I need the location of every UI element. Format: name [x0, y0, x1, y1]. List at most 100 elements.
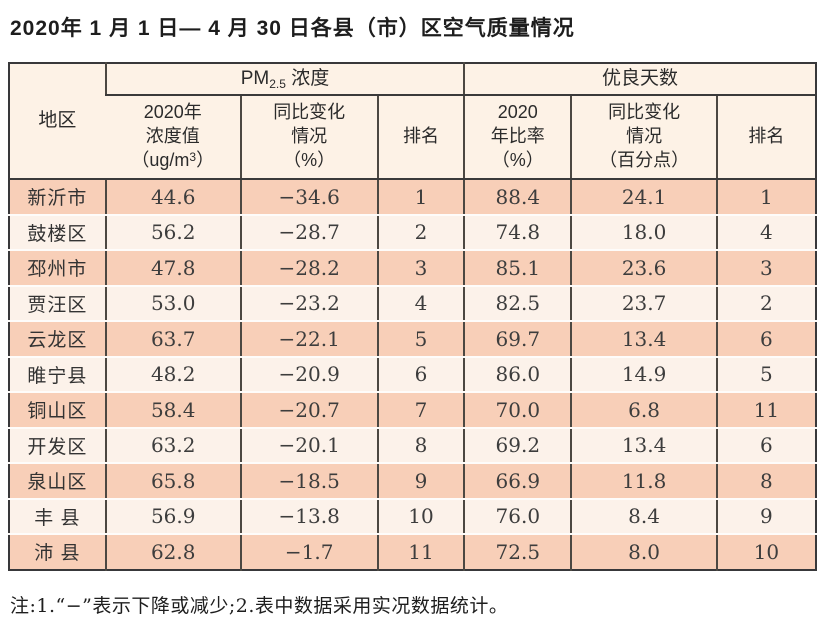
table-header: 地区 PM2.5 浓度 优良天数 2020年 浓度值 （ug/m3） 同比变化 …	[9, 63, 816, 180]
good-change-cell: 8.4	[570, 498, 717, 535]
pm25-cell: 63.2	[104, 427, 241, 464]
table-row: 丰 县 56.9 −13.8 10 76.0 8.4 9	[9, 498, 816, 535]
table-row: 沛 县 62.8 −1.7 11 72.5 8.0 10	[9, 534, 816, 570]
good-rate-cell: 86.0	[463, 356, 572, 393]
pm25-rank-cell: 4	[376, 285, 465, 322]
region-cell: 开发区	[9, 427, 106, 464]
good-rank-cell: 10	[715, 534, 816, 570]
table-row: 邳州市 47.8 −28.2 3 85.1 23.6 3	[9, 250, 816, 287]
table-row: 铜山区 58.4 −20.7 7 70.0 6.8 11	[9, 392, 816, 429]
pm25-change-cell: −13.8	[239, 498, 378, 535]
header-line: （%）	[491, 149, 544, 170]
good-change-cell: 13.4	[570, 427, 717, 464]
pm25-change-cell: −28.2	[239, 250, 378, 287]
pm25-change-cell: −1.7	[239, 534, 378, 570]
air-quality-table: 地区 PM2.5 浓度 优良天数 2020年 浓度值 （ug/m3） 同比变化 …	[8, 62, 817, 571]
good-rank-cell: 8	[715, 463, 816, 500]
header-line: 情况	[626, 126, 663, 147]
table-row: 云龙区 63.7 −22.1 5 69.7 13.4 6	[9, 321, 816, 358]
pm25-change-cell: −20.1	[239, 427, 378, 464]
good-rank-cell: 3	[715, 250, 816, 287]
pm25-cell: 65.8	[104, 463, 241, 500]
page-title: 2020年 1 月 1 日— 4 月 30 日各县（市）区空气质量情况	[10, 17, 575, 40]
pm25-cell: 53.0	[104, 285, 241, 322]
pm25-rank-cell: 7	[376, 392, 465, 429]
header-good-rank: 排名	[715, 95, 816, 180]
region-cell: 丰 县	[9, 498, 106, 535]
good-rank-cell: 6	[715, 321, 816, 358]
header-pm25-value: 2020年 浓度值 （ug/m3）	[105, 95, 241, 180]
good-rate-cell: 66.9	[463, 463, 572, 500]
good-change-cell: 6.8	[570, 392, 717, 429]
table-body: 新沂市 44.6 −34.6 1 88.4 24.1 1 鼓楼区 56.2 −28.7 2 74.8 1…	[9, 179, 816, 570]
pm25-label-suffix: 浓度	[285, 67, 330, 89]
pm25-cell: 44.6	[104, 179, 241, 216]
header-good-rate: 2020 年比率 （%）	[463, 95, 572, 180]
pm25-change-cell: −20.9	[239, 356, 378, 393]
header-group-good-days: 优良天数	[463, 63, 816, 96]
region-cell: 邳州市	[9, 250, 106, 287]
pm25-change-cell: −28.7	[239, 214, 378, 251]
header-line: 年比率	[490, 126, 545, 147]
header-good-change: 同比变化 情况 （百分点）	[570, 95, 717, 180]
header-line: （百分点）	[599, 149, 690, 170]
pm25-change-cell: −23.2	[239, 285, 378, 322]
header-line: 2020	[497, 102, 538, 123]
good-rank-cell: 5	[715, 356, 816, 393]
table-row: 鼓楼区 56.2 −28.7 2 74.8 18.0 4	[9, 214, 816, 251]
good-rate-cell: 72.5	[463, 534, 572, 570]
region-cell: 鼓楼区	[9, 214, 106, 251]
pm25-cell: 56.9	[104, 498, 241, 535]
header-line: 2020年	[143, 102, 202, 123]
header-group-pm25: PM2.5 浓度	[104, 63, 465, 96]
good-rank-cell: 2	[715, 285, 816, 322]
pm25-change-cell: −18.5	[239, 463, 378, 500]
good-change-cell: 8.0	[570, 534, 717, 570]
pm25-rank-cell: 11	[376, 534, 465, 570]
good-change-cell: 23.7	[570, 285, 717, 322]
pm25-rank-cell: 10	[376, 498, 465, 535]
header-line-unit: （ug/m3）	[108, 149, 238, 173]
good-rate-cell: 85.1	[463, 250, 572, 287]
region-cell: 铜山区	[9, 392, 106, 429]
good-change-cell: 11.8	[570, 463, 717, 500]
good-rate-cell: 70.0	[463, 392, 572, 429]
good-rate-cell: 76.0	[463, 498, 572, 535]
good-rank-cell: 11	[715, 392, 816, 429]
good-rank-cell: 9	[715, 498, 816, 535]
table-row: 开发区 63.2 −20.1 8 69.2 13.4 6	[9, 427, 816, 464]
pm25-rank-cell: 1	[376, 179, 465, 216]
region-cell: 贾汪区	[9, 285, 106, 322]
pm25-rank-cell: 2	[376, 214, 465, 251]
unit-superscript: 3	[189, 149, 197, 164]
header-pm25-change: 同比变化 情况 （%）	[239, 95, 378, 180]
region-cell: 云龙区	[9, 321, 106, 358]
good-change-cell: 23.6	[570, 250, 717, 287]
pm25-rank-cell: 6	[376, 356, 465, 393]
pm25-rank-cell: 5	[376, 321, 465, 358]
pm25-rank-cell: 3	[376, 250, 465, 287]
good-rate-cell: 69.2	[463, 427, 572, 464]
pm25-cell: 47.8	[104, 250, 241, 287]
header-line: 同比变化	[273, 102, 346, 123]
header-line: 同比变化	[608, 102, 681, 123]
good-rank-cell: 1	[715, 179, 816, 216]
pm25-rank-cell: 9	[376, 463, 465, 500]
header-line: 浓度值	[145, 126, 200, 147]
pm25-rank-cell: 8	[376, 427, 465, 464]
header-line: （%）	[283, 149, 336, 170]
table-row: 泉山区 65.8 −18.5 9 66.9 11.8 8	[9, 463, 816, 500]
good-rank-cell: 4	[715, 214, 816, 251]
pm25-cell: 56.2	[104, 214, 241, 251]
region-cell: 睢宁县	[9, 356, 106, 393]
table-row: 睢宁县 48.2 −20.9 6 86.0 14.9 5	[9, 356, 816, 393]
table-row: 新沂市 44.6 −34.6 1 88.4 24.1 1	[9, 179, 816, 216]
header-line: 情况	[291, 126, 328, 147]
good-change-cell: 24.1	[570, 179, 717, 216]
region-cell: 沛 县	[9, 534, 106, 570]
header-region: 地区	[9, 63, 106, 180]
pm25-change-cell: −20.7	[239, 392, 378, 429]
header-group-row: 地区 PM2.5 浓度 优良天数	[9, 63, 816, 180]
table-row: 贾汪区 53.0 −23.2 4 82.5 23.7 2	[9, 285, 816, 322]
